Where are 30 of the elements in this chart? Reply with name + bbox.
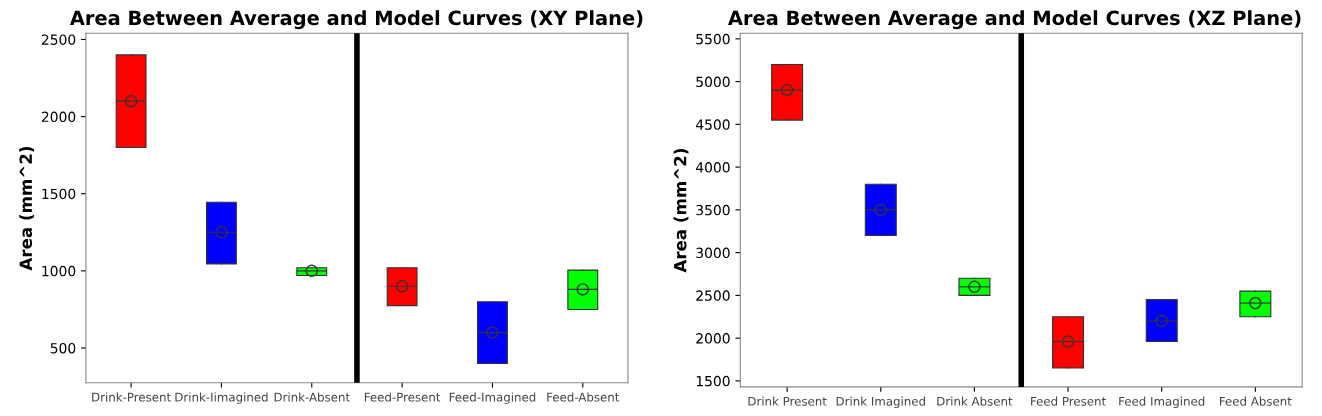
y-tick-label: 2500 [696,290,730,301]
x-tick-label: Drink Absent [937,396,1013,406]
x-tick-label: Drink-Present [92,392,171,402]
y-tick-label: 1500 [696,375,730,387]
y-tick-label: 1500 [42,188,76,200]
y-tick-label: 5000 [696,76,730,88]
x-tick-label: Feed Imagined [1119,396,1205,409]
y-tick-label: 4000 [695,162,730,173]
y-tick-label: 500 [50,342,76,354]
x-tick-label: Drink Imagined [836,396,925,409]
x-tick-label: Drink-Iimagined [175,392,268,404]
x-tick-label: Feed-Imagined [449,392,536,404]
y-tick-label: 2500 [41,34,76,45]
x-tick-label: Feed Present [1031,396,1106,406]
y-tick-label: 2000 [41,111,76,123]
y-axis-title: Area (mm^2) [673,149,689,273]
y-tick-label: 4500 [695,119,730,130]
y-tick-label: 3500 [696,204,730,216]
y-axis-title: Area (mm^2) [19,146,35,271]
y-tick-label: 5500 [696,33,730,45]
chart-title: Area Between Average and Model Curves (XY Plane) [69,10,643,30]
x-tick-label: Feed-Absent [547,392,620,402]
x-tick-label: Feed-Present [364,392,441,402]
chart-title: Area Between Average and Model Curves (XZ Plane) [727,10,1301,30]
y-tick-label: 2000 [696,333,730,344]
x-tick-label: Drink-Absent [274,392,350,402]
y-tick-label: 3000 [696,247,730,259]
x-tick-label: Drink Present [748,396,827,406]
x-tick-label: Feed Absent [1220,396,1292,406]
y-tick-label: 1000 [42,265,76,277]
